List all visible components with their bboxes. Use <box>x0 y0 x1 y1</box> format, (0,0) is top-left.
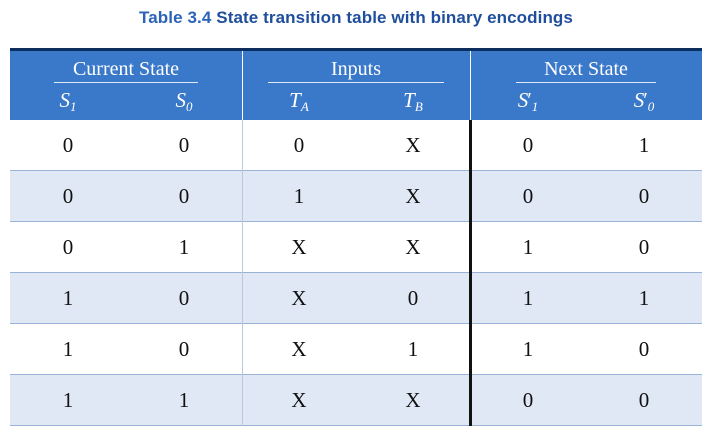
table-cell: 1 <box>638 133 650 157</box>
table-cell: 1 <box>522 286 534 310</box>
table-cell: X <box>405 133 421 157</box>
table-cell: 0 <box>638 235 650 259</box>
table-row: 1 0 X 0 1 1 <box>10 273 702 324</box>
table-cell: 0 <box>178 133 190 157</box>
column-header-next-s0: S′0 <box>633 88 655 114</box>
table-cell: 0 <box>407 286 419 310</box>
table-cell: X <box>291 388 307 412</box>
table-row: 0 1 X X 1 0 <box>10 222 702 273</box>
group-header-current-state: Current State <box>72 58 180 80</box>
table-caption: Table 3.4 State transition table with bi… <box>0 8 712 28</box>
table-cell: 1 <box>178 388 190 412</box>
table-row: 0 0 1 X 0 0 <box>10 171 702 222</box>
column-header-next-s1: S′1 <box>517 88 539 114</box>
column-header-ta: TA <box>289 88 309 114</box>
table-cell: 1 <box>522 235 534 259</box>
column-divider-inputs <box>242 120 243 426</box>
table-cell: 0 <box>522 184 534 208</box>
table-cell: 1 <box>638 286 650 310</box>
state-transition-table: Current State Inputs Next State S1 S0 TA… <box>10 48 702 426</box>
table-cell: 1 <box>407 337 419 361</box>
table-cell: 0 <box>638 337 650 361</box>
group-underline-inputs <box>268 82 444 83</box>
column-header-tb: TB <box>403 88 423 114</box>
table-row: 1 0 X 1 1 0 <box>10 324 702 375</box>
table-cell: 0 <box>638 184 650 208</box>
table-cell: 0 <box>522 133 534 157</box>
table-cell: X <box>405 388 421 412</box>
group-underline-current <box>54 82 198 83</box>
table-cell: X <box>291 235 307 259</box>
table-cell: X <box>405 235 421 259</box>
table-cell: 0 <box>62 184 74 208</box>
table-title: State transition table with binary encod… <box>216 8 573 27</box>
column-header-s0: S0 <box>175 88 193 114</box>
header-divider-1 <box>242 51 243 120</box>
table-cell: 0 <box>178 286 190 310</box>
table-cell: 0 <box>62 235 74 259</box>
table-cell: X <box>405 184 421 208</box>
table-cell: 1 <box>62 286 74 310</box>
table-cell: 1 <box>62 388 74 412</box>
table-cell: 0 <box>178 184 190 208</box>
header-divider-2 <box>470 51 471 120</box>
table-cell: 0 <box>293 133 305 157</box>
column-header-s1: S1 <box>59 88 77 114</box>
column-divider-next-state <box>469 120 472 426</box>
table-cell: 1 <box>522 337 534 361</box>
table-number: Table 3.4 <box>139 8 212 27</box>
table-cell: X <box>291 286 307 310</box>
table-cell: 0 <box>178 337 190 361</box>
table-cell: 1 <box>62 337 74 361</box>
table-cell: 0 <box>638 388 650 412</box>
table-cell: X <box>291 337 307 361</box>
table-header: Current State Inputs Next State S1 S0 TA… <box>10 48 702 120</box>
group-header-inputs: Inputs <box>331 58 381 80</box>
table-cell: 0 <box>62 133 74 157</box>
group-header-next-state: Next State <box>544 58 628 80</box>
table-cell: 1 <box>293 184 305 208</box>
table-cell: 1 <box>178 235 190 259</box>
table-cell: 0 <box>522 388 534 412</box>
table-row: 0 0 0 X 0 1 <box>10 120 702 171</box>
table-row: 1 1 X X 0 0 <box>10 375 702 426</box>
group-underline-next <box>516 82 656 83</box>
